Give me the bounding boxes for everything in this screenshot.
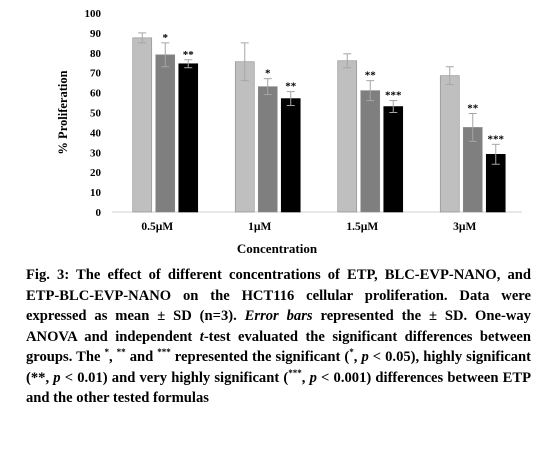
caption-sep-p1: , <box>353 349 362 365</box>
bar <box>280 98 301 213</box>
figure-caption: Fig. 3: The effect of different concentr… <box>26 265 531 409</box>
y-tick-label: 0 <box>96 207 102 219</box>
significance-label: ** <box>365 70 377 82</box>
significance-label: *** <box>385 90 402 102</box>
caption-fig-label: Fig. 3: <box>26 267 70 283</box>
y-tick-label: 90 <box>90 28 102 40</box>
caption-p1-value: < 0.05), highly significant (**, <box>26 349 532 386</box>
x-tick-label: 1.5µM <box>346 221 378 233</box>
significance-label: ** <box>285 81 297 93</box>
caption-sep-1: , <box>108 349 117 365</box>
y-tick-label: 30 <box>90 147 102 159</box>
caption-p3-value: < 0.001) differences between ETP and the… <box>26 369 532 407</box>
x-tick-label: 0.5µM <box>141 221 173 233</box>
caption-text-3: -test evaluated the significant differen… <box>26 328 531 366</box>
x-axis-label: Concentration <box>237 241 318 256</box>
x-tick-label: 3µM <box>453 221 476 233</box>
bar <box>439 75 460 213</box>
caption-t: t <box>199 328 204 345</box>
caption-p1: p <box>361 349 369 365</box>
bar-chart: 0 10 20 30 40 50 60 70 80 90 100 % Proliferation Con… <box>56 8 522 256</box>
significance-label: *** <box>488 133 505 145</box>
y-tick-label: 70 <box>90 68 102 80</box>
bars <box>132 32 506 213</box>
caption-p3: p <box>309 369 317 386</box>
bar <box>234 61 255 213</box>
y-tick-label: 20 <box>90 167 102 179</box>
x-tick-label: 1µM <box>248 221 271 233</box>
bar <box>155 54 176 213</box>
caption-sep-p3: , <box>301 369 310 386</box>
bar <box>337 60 358 213</box>
caption-text-2: represented the ± SD. One-way ANOVA and … <box>26 308 531 345</box>
caption-text-4: represented the significant ( <box>170 349 350 365</box>
bar <box>132 37 153 213</box>
caption-p2: p <box>53 369 61 386</box>
caption-sup-4: * <box>349 347 354 358</box>
y-tick-label: 80 <box>90 48 102 60</box>
bar <box>360 90 381 213</box>
labels: 0 10 20 30 40 50 60 70 80 90 100 % Proliferation Con… <box>56 8 505 256</box>
y-tick-label: 100 <box>85 8 102 20</box>
caption-sup-3: *** <box>157 347 171 358</box>
significance-label: ** <box>183 49 195 61</box>
y-tick-label: 50 <box>90 108 102 120</box>
y-tick-label: 60 <box>90 88 102 100</box>
significance-label: * <box>163 32 169 44</box>
caption-sup-1: * <box>104 347 109 358</box>
y-tick-label: 10 <box>90 187 102 199</box>
caption-and: and <box>125 349 158 365</box>
y-tick-label: 40 <box>90 127 102 139</box>
y-axis-label: % Proliferation <box>56 70 70 154</box>
bar <box>383 106 404 213</box>
significance-label: ** <box>467 102 479 114</box>
bar <box>178 63 199 213</box>
caption-text-1: The effect of different concentrations o… <box>26 267 531 324</box>
significance-label: * <box>265 68 271 80</box>
caption-p2-value: < 0.01) and very highly significant ( <box>60 369 289 386</box>
caption-sup-2: ** <box>116 347 126 358</box>
caption-error-bars: Error bars <box>244 308 313 324</box>
bar <box>257 86 278 213</box>
caption-sup-5: *** <box>288 367 302 378</box>
